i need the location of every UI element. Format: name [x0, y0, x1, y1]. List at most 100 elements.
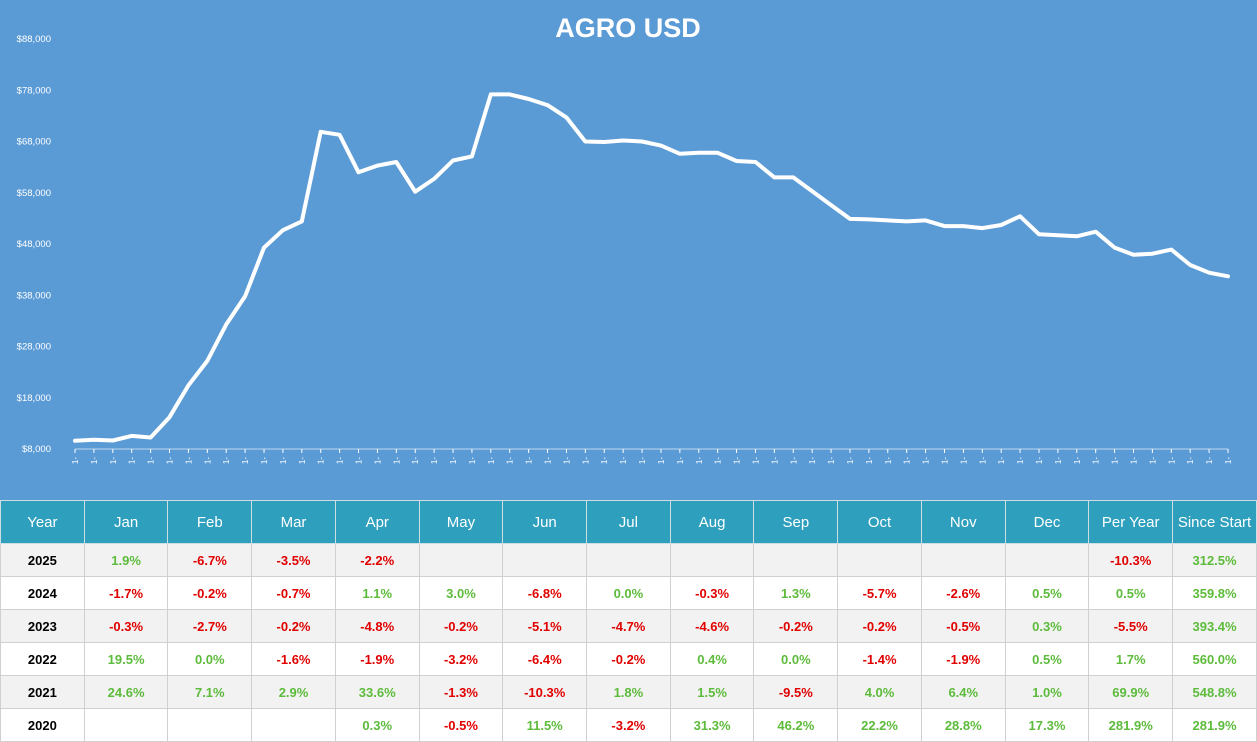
chart-panel: AGRO USD $8,000 $18,000 $28,000 $38,000 $48,0… — [0, 0, 1257, 500]
data-point — [999, 223, 1003, 227]
data-point — [810, 189, 814, 193]
y-tick-label: $28,000 — [17, 342, 51, 353]
return-cell: 1.9% — [83, 543, 169, 577]
data-point — [697, 151, 701, 155]
table-row: 2025 1.9% -6.7% -3.5% -2.2% -10.3% 312.5% — [0, 543, 1257, 577]
return-cell: -2.2% — [334, 543, 420, 577]
x-tick-label: 1- — [884, 457, 893, 464]
data-point — [753, 160, 757, 164]
return-cell: -1.4% — [837, 642, 922, 676]
x-tick-label: 1- — [260, 457, 269, 464]
data-point — [1188, 263, 1192, 267]
data-point — [772, 175, 776, 179]
data-point — [564, 115, 568, 119]
data-point — [867, 217, 871, 221]
x-tick-label: 1- — [562, 457, 571, 464]
x-tick-label: 1- — [940, 457, 949, 464]
return-cell: -2.6% — [920, 576, 1006, 610]
x-tick-label: 1- — [184, 457, 193, 464]
x-tick-label: 1- — [147, 457, 156, 464]
x-tick-label: 1- — [846, 457, 855, 464]
x-tick-label: 1- — [733, 457, 742, 464]
x-tick-label: 1- — [1129, 457, 1138, 464]
chart-title: AGRO USD — [555, 13, 701, 43]
y-tick-label: $78,000 — [17, 85, 51, 96]
return-cell — [753, 543, 839, 577]
y-tick-label: $88,000 — [17, 34, 51, 45]
data-point — [678, 152, 682, 156]
data-point — [243, 294, 247, 298]
return-cell: -0.2% — [753, 609, 839, 643]
data-point — [980, 226, 984, 230]
column-header: Since Start — [1172, 500, 1257, 544]
data-point — [130, 434, 134, 438]
column-header: Aug — [669, 500, 755, 544]
x-tick-label: 1- — [411, 457, 420, 464]
return-cell: -0.2% — [586, 642, 671, 676]
year-cell: 2021 — [0, 675, 85, 709]
table-header-row: Year Jan Feb Mar Apr May Jun Jul Aug Sep Oct Nov Dec… — [0, 500, 1257, 544]
x-tick-label: 1- — [203, 457, 212, 464]
data-point — [602, 140, 606, 144]
x-tick-label: 1- — [676, 457, 685, 464]
data-point — [1037, 232, 1041, 236]
column-header: Jan — [83, 500, 169, 544]
return-cell: -5.7% — [837, 576, 922, 610]
x-tick-label: 1- — [373, 457, 382, 464]
data-point — [357, 170, 361, 174]
table-row: 2021 24.6% 7.1% 2.9% 33.6% -1.3% -10.3% 1.8% 1.5… — [0, 675, 1257, 709]
return-cell: 0.4% — [669, 642, 755, 676]
series-line — [73, 92, 1230, 443]
column-header: Oct — [837, 500, 922, 544]
data-point — [111, 439, 115, 443]
column-header: Year — [0, 500, 85, 544]
x-tick-label: 1- — [298, 457, 307, 464]
x-tick-label: 1- — [770, 457, 779, 464]
return-cell: 4.0% — [837, 675, 922, 709]
return-cell: 31.3% — [669, 708, 755, 742]
return-cell: -0.2% — [837, 609, 922, 643]
x-tick-label: 1- — [751, 457, 760, 464]
return-cell: 393.4% — [1172, 609, 1257, 643]
return-cell — [920, 543, 1006, 577]
x-tick-label: 1- — [1035, 457, 1044, 464]
data-point — [224, 322, 228, 326]
return-cell: -10.3% — [502, 675, 588, 709]
y-tick-label: $8,000 — [22, 444, 51, 455]
data-point — [92, 438, 96, 442]
x-tick-label: 1- — [657, 457, 666, 464]
data-point — [375, 164, 379, 168]
x-tick-label: 1- — [1148, 457, 1157, 464]
data-point — [659, 144, 663, 148]
x-tick-label: 1- — [600, 457, 609, 464]
return-cell: -4.6% — [669, 609, 755, 643]
x-tick-label: 1- — [1016, 457, 1025, 464]
return-cell: 19.5% — [83, 642, 169, 676]
return-cell: -0.2% — [418, 609, 504, 643]
x-tick-label: 1- — [468, 457, 477, 464]
data-point — [300, 219, 304, 223]
column-header: Nov — [920, 500, 1006, 544]
x-tick-label: 1- — [241, 457, 250, 464]
x-tick-label: 1- — [166, 457, 175, 464]
return-cell: 548.8% — [1172, 675, 1257, 709]
data-point — [186, 383, 190, 387]
x-tick-label: 1- — [695, 457, 704, 464]
x-tick-label: 1- — [90, 457, 99, 464]
line-chart: AGRO USD $8,000 $18,000 $28,000 $38,000 $48,0… — [17, 13, 1233, 464]
data-point — [281, 228, 285, 232]
table-body: 2025 1.9% -6.7% -3.5% -2.2% -10.3% 312.5% 2024-… — [0, 543, 1257, 742]
data-point — [1169, 248, 1173, 252]
data-point — [1131, 253, 1135, 257]
column-header: Jul — [586, 500, 671, 544]
x-tick-label: 1- — [1205, 457, 1214, 464]
return-cell — [83, 708, 169, 742]
data-point — [905, 219, 909, 223]
table-row: 2020 0.3% -0.5% 11.5% -3.2% 31.3% 46.2% 22.2% 28… — [0, 708, 1257, 742]
data-point — [791, 175, 795, 179]
column-header: Jun — [502, 500, 588, 544]
x-tick-label: 1- — [1186, 457, 1195, 464]
return-cell: -3.2% — [586, 708, 671, 742]
data-point — [848, 217, 852, 221]
return-cell: 11.5% — [502, 708, 588, 742]
